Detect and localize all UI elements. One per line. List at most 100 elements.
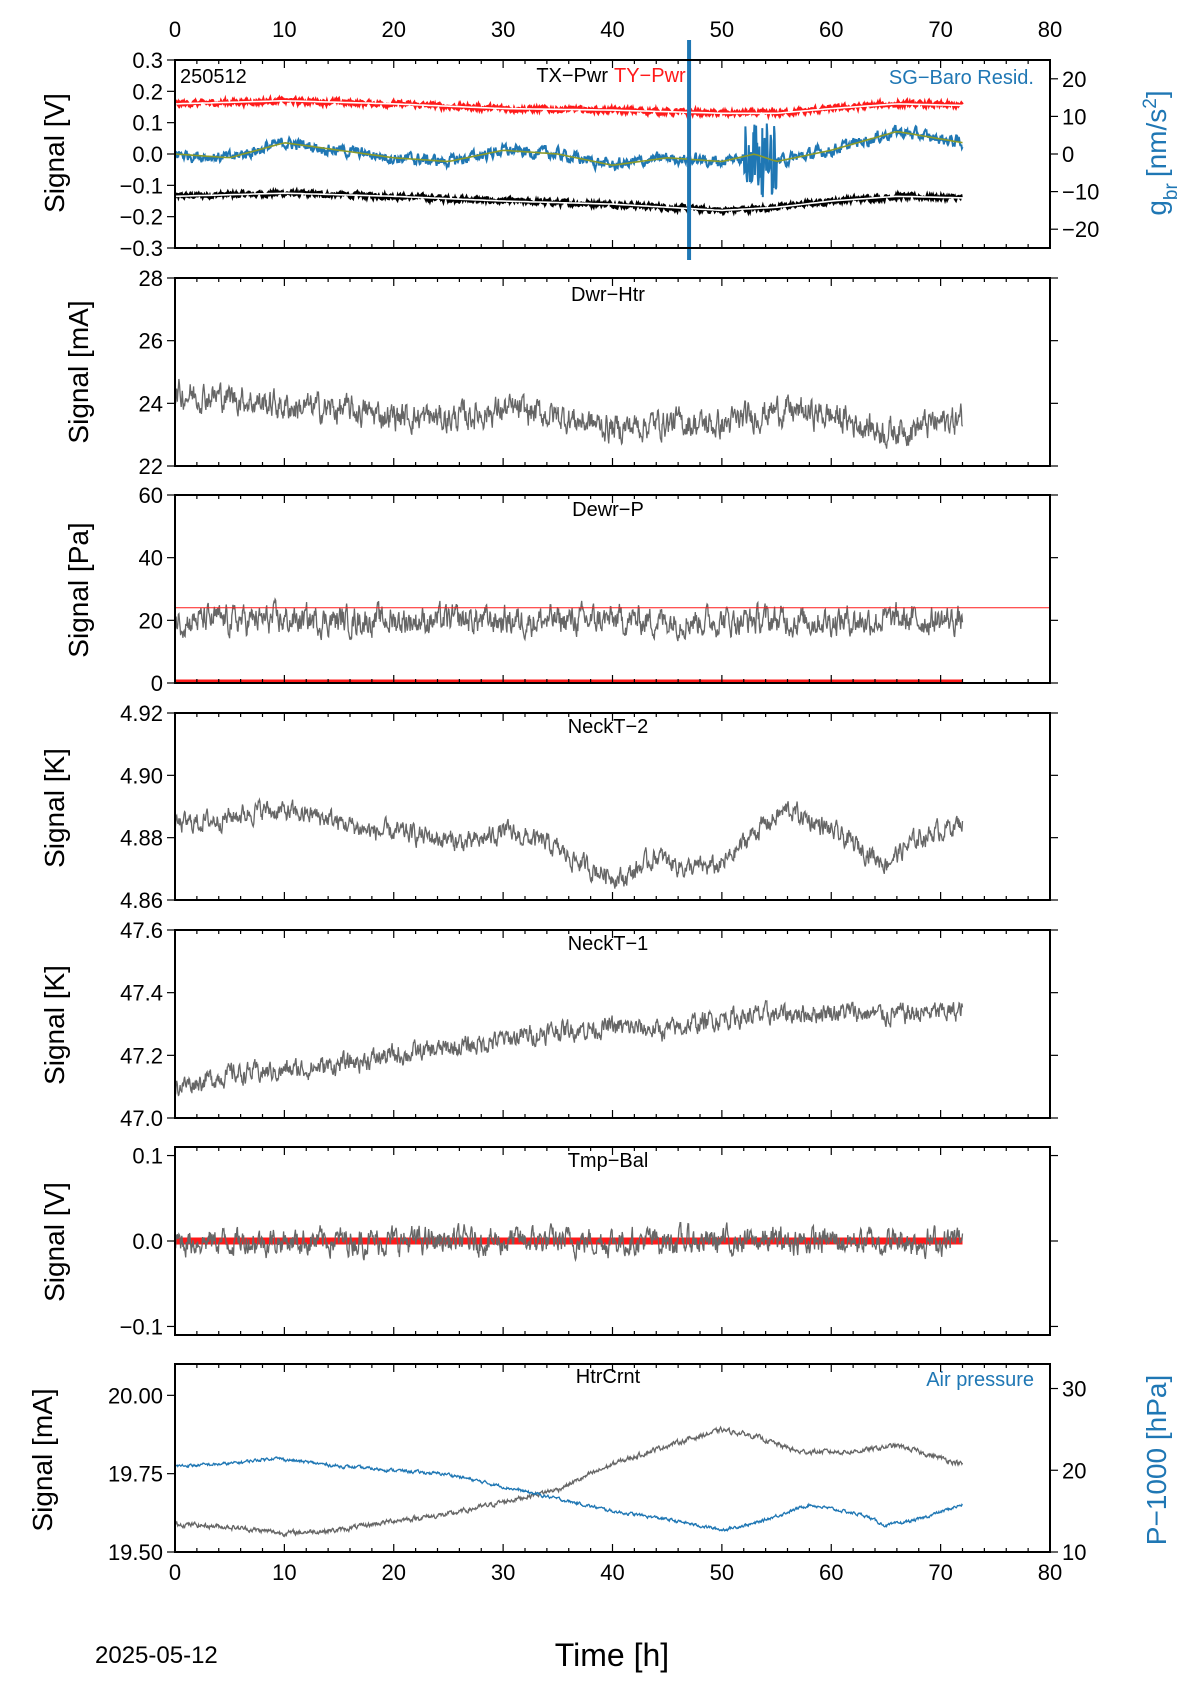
panel-1-y2tick-label: −20: [1062, 217, 1099, 242]
bottom-xtick-label: 70: [928, 1560, 952, 1585]
panel-1-plot-area: [175, 94, 964, 217]
top-x-axis: 0 10 20 30 40 50 60 70 80: [169, 17, 1062, 42]
panel-1-y2label: gbr[nm/s2]: [1140, 90, 1182, 215]
panel-1-y2tick-label: −10: [1062, 180, 1099, 205]
bottom-xtick-label: 50: [710, 1560, 734, 1585]
panel-4-ylabel: Signal [K]: [39, 748, 70, 868]
panel-5: 47.6 47.4 47.2 47.0: [120, 918, 1058, 1131]
panel-6-ytick-label: 0.1: [132, 1144, 163, 1169]
top-xtick-label: 80: [1038, 17, 1062, 42]
panel-6-ylabel: Signal [V]: [39, 1182, 70, 1302]
panel-3-plot-area: [175, 597, 1050, 683]
panel-3-frame: [174, 494, 1051, 684]
panel-5-ytick-label: 47.4: [120, 981, 163, 1006]
panel-5-plot-area: [175, 999, 964, 1097]
panel-7-frame: [174, 1363, 1051, 1553]
panel-7-right-label: Air pressure: [926, 1369, 1034, 1391]
panel-7-series-1: [175, 1425, 964, 1538]
panel-3-ytick-label: 20: [139, 608, 163, 633]
bottom-xtick-label: 0: [169, 1560, 181, 1585]
panel-2-series-1: [175, 378, 964, 449]
panel-2-ytick-label: 28: [139, 266, 163, 291]
panel-1-ylabel: Signal [V]: [39, 93, 70, 213]
panel-7-y2label: P−1000 [hPa]: [1141, 1375, 1172, 1545]
panel-2-ytick-label: 26: [139, 329, 163, 354]
panel-1-ytick-label: −0.3: [120, 236, 163, 261]
top-xtick-label: 20: [382, 17, 406, 42]
panel-5-ylabel: Signal [K]: [39, 965, 70, 1085]
x-axis-label: Time [h]: [555, 1637, 669, 1673]
panel-2: 28 26 24 22: [139, 266, 1058, 479]
panel-1-smooth-1: [175, 192, 963, 212]
panel-4-plot-area: [175, 797, 964, 889]
panel-1-ytick-label: −0.1: [120, 173, 163, 198]
panel-4-frame: [174, 712, 1051, 901]
panel-7-ytick-label: 19.75: [108, 1462, 163, 1487]
panel-3-ylabel: Signal [Pa]: [63, 522, 94, 657]
panel-7-title: HtrCrnt: [576, 1366, 641, 1388]
panel-1-ytick-label: 0.2: [132, 79, 163, 104]
panel-1-right-label: SG−Baro Resid.: [889, 67, 1034, 89]
panel-4-ytick-label: 4.86: [120, 888, 163, 913]
panel-1-ytick-label: 0.1: [132, 111, 163, 136]
top-xtick-label: 70: [928, 17, 952, 42]
top-xtick-label: 60: [819, 17, 843, 42]
panel-4: 4.92 4.90 4.88 4.86: [120, 701, 1058, 913]
panel-3-series-1: [175, 597, 964, 642]
top-xtick-label: 50: [710, 17, 734, 42]
panel-1-y2tick-label: 20: [1062, 67, 1086, 92]
panel-6-ytick-label: −0.1: [120, 1314, 163, 1339]
panel-1-y2tick-label: 10: [1062, 104, 1086, 129]
panel-2-ytick-label: 22: [139, 454, 163, 479]
panel-7-y2tick-label: 20: [1062, 1458, 1086, 1483]
panel-1-corner-label: 250512: [180, 66, 247, 88]
panel-1-title-black: TX−Pwr: [536, 65, 608, 87]
bottom-xtick-label: 30: [491, 1560, 515, 1585]
panel-1-ytick-label: 0.3: [132, 48, 163, 73]
panel-7: 20.00 19.75 19.50 30 20 10: [108, 1363, 1086, 1565]
panel-7-plot-area: [175, 1425, 964, 1538]
panel-6-title: Tmp−Bal: [568, 1150, 649, 1172]
panel-1-series-3: [175, 123, 964, 198]
top-xtick-label: 0: [169, 17, 181, 42]
bottom-xtick-label: 60: [819, 1560, 843, 1585]
panel-3: 60 40 20 0: [139, 483, 1058, 696]
panel-3-ytick-label: 40: [139, 546, 163, 571]
panel-3-title: Dewr−P: [572, 499, 644, 521]
panel-7-series-2: [175, 1456, 964, 1532]
panel-1-ytick-label: −0.2: [120, 205, 163, 230]
top-xtick-label: 30: [491, 17, 515, 42]
bottom-xtick-label: 40: [600, 1560, 624, 1585]
panel-6-series-1: [175, 1222, 964, 1263]
panel-7-ytick-label: 19.50: [108, 1540, 163, 1565]
panel-3-ytick-label: 0: [151, 671, 163, 696]
panel-4-ytick-label: 4.90: [120, 763, 163, 788]
panel-5-series-1: [175, 999, 964, 1097]
panel-5-ytick-label: 47.0: [120, 1106, 163, 1131]
panel-1-title-red: TY−Pwr: [614, 65, 686, 87]
bottom-xtick-label: 10: [272, 1560, 296, 1585]
panel-4-title: NeckT−2: [568, 716, 649, 738]
bottom-xtick-label: 20: [382, 1560, 406, 1585]
panel-1-smooth-2: [175, 100, 963, 115]
panel-7-ytick-label: 20.00: [108, 1383, 163, 1408]
top-xtick-label: 10: [272, 17, 296, 42]
bottom-xtick-label: 80: [1038, 1560, 1062, 1585]
panel-6-ytick-label: 0.0: [132, 1229, 163, 1254]
panel-1-series-1: [175, 186, 963, 217]
panel-1: 0.3 0.2 0.1 0.0 −0.1 −0.2 −0.3 20 10 0 −10 −20: [120, 40, 1099, 261]
panels: 0.3 0.2 0.1 0.0 −0.1 −0.2 −0.3 20 10 0 −10 −20 28 26 2…: [108, 40, 1099, 1565]
date-label: 2025-05-12: [95, 1642, 218, 1669]
panel-2-title: Dwr−Htr: [571, 284, 645, 306]
panel-7-ylabel: Signal [mA]: [27, 1388, 58, 1531]
panel-6: 0.1 0.0 −0.1: [120, 1144, 1058, 1339]
panel-5-ytick-label: 47.2: [120, 1043, 163, 1068]
panel-2-plot-area: [175, 378, 964, 449]
panel-1-smooth-3: [175, 130, 963, 167]
panel-5-ytick-label: 47.6: [120, 918, 163, 943]
panel-4-series-1: [175, 797, 964, 889]
panel-4-ytick-label: 4.88: [120, 826, 163, 851]
panel-4-ytick-label: 4.92: [120, 701, 163, 726]
top-xtick-label: 40: [600, 17, 624, 42]
